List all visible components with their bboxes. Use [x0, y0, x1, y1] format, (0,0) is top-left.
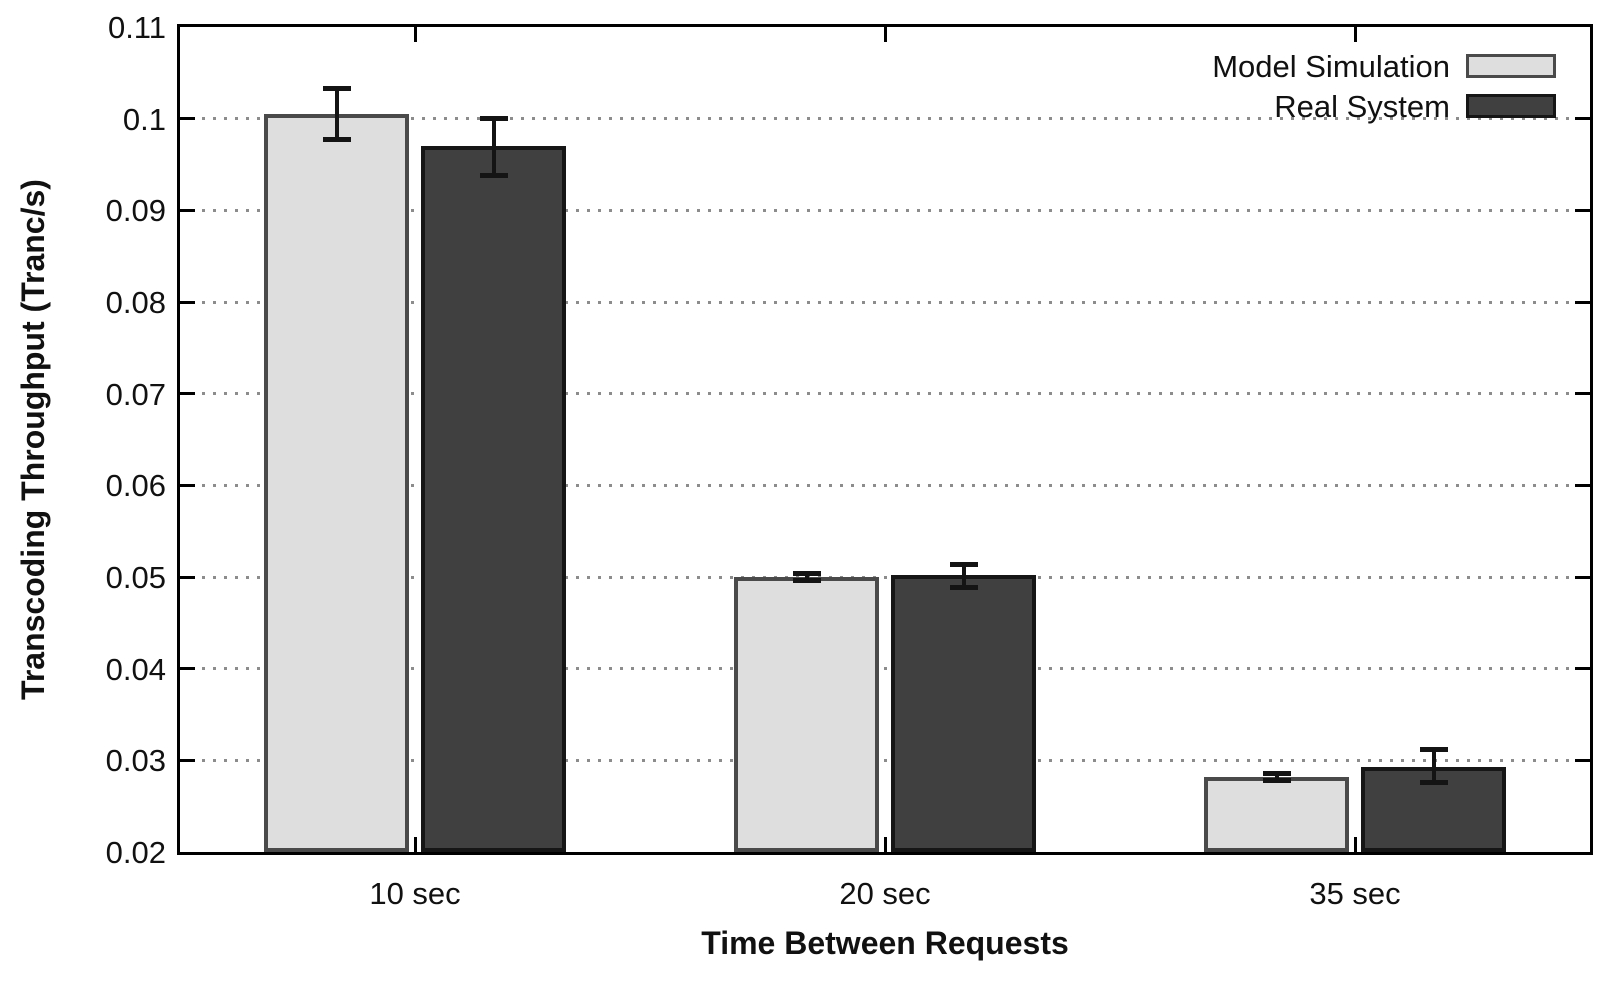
error-bar-real-system-20-sec-cap-top — [949, 562, 978, 568]
gridline — [180, 208, 1590, 212]
x-tick-top — [883, 27, 887, 42]
y-tick-label: 0.06 — [105, 468, 166, 504]
gridline — [180, 575, 1590, 579]
y-tick-label: 0.02 — [105, 835, 166, 870]
legend-label-model-simulation: Model Simulation — [1212, 48, 1450, 84]
y-tick-right — [1575, 667, 1590, 671]
y-tick-right — [1575, 575, 1590, 579]
x-tick-bottom — [883, 837, 887, 852]
error-bar-model-simulation-10-sec-cap-bottom — [322, 136, 351, 142]
error-bar-real-system-10-sec-cap-top — [479, 115, 508, 121]
y-tick-right — [1575, 208, 1590, 212]
bar-model-simulation-35-sec — [1204, 776, 1349, 852]
error-bar-model-simulation-35-sec-stem — [1274, 773, 1279, 781]
error-bar-model-simulation-10-sec-cap-top — [322, 86, 351, 92]
gridline — [180, 117, 1590, 121]
error-bar-real-system-10-sec-cap-bottom — [479, 172, 508, 178]
x-tick-label-35-sec: 35 sec — [1309, 876, 1401, 911]
error-bar-real-system-20-sec-cap-bottom — [949, 585, 978, 590]
gridline — [180, 667, 1590, 671]
y-tick-left — [180, 667, 195, 671]
x-tick-label-20-sec: 20 sec — [839, 876, 931, 911]
y-tick-left — [180, 208, 195, 212]
bar-model-simulation-20-sec — [734, 577, 879, 852]
error-bar-real-system-10-sec-stem — [491, 117, 496, 176]
plot-area — [177, 24, 1593, 855]
y-tick-label: 0.09 — [105, 193, 166, 229]
y-tick-right — [1575, 483, 1590, 487]
error-bar-model-simulation-20-sec-cap-bottom — [792, 577, 821, 583]
y-tick-left — [180, 758, 195, 762]
y-tick-right — [1575, 117, 1590, 121]
x-tick-label-10-sec: 10 sec — [369, 876, 461, 911]
x-tick-bottom — [413, 837, 417, 852]
bar-real-system-10-sec — [421, 146, 566, 852]
legend-key-model-simulation — [1466, 54, 1556, 78]
y-tick-left — [180, 575, 195, 579]
y-tick-label: 0.07 — [105, 376, 166, 412]
error-bar-model-simulation-20-sec-cap-top — [792, 571, 821, 577]
error-bar-model-simulation-20-sec-stem — [804, 573, 809, 581]
y-tick-label: 0.04 — [105, 651, 166, 687]
y-tick-right — [1575, 392, 1590, 396]
legend-label-real-system: Real System — [1274, 88, 1450, 124]
y-tick-left — [180, 483, 195, 487]
gridline — [180, 483, 1590, 487]
legend-row-model-simulation: Model Simulation — [1212, 46, 1556, 86]
y-tick-label: 0.05 — [105, 560, 166, 595]
gridline — [180, 392, 1590, 396]
y-tick-label: 0.1 — [122, 101, 166, 137]
y-tick-right — [1575, 758, 1590, 762]
bar-model-simulation-10-sec — [264, 114, 409, 852]
error-bar-model-simulation-35-sec-cap-bottom — [1262, 777, 1291, 783]
y-tick-left — [180, 392, 195, 396]
error-bar-real-system-35-sec-stem — [1431, 749, 1436, 784]
y-tick-label: 0.08 — [105, 285, 166, 320]
error-bar-real-system-35-sec-cap-bottom — [1419, 780, 1448, 786]
gridline — [180, 300, 1590, 304]
legend-row-real-system: Real System — [1212, 86, 1556, 126]
x-axis-title: Time Between Requests — [701, 925, 1069, 961]
legend: Model Simulation Real System — [1212, 46, 1556, 126]
bar-real-system-20-sec — [891, 575, 1036, 852]
y-tick-left — [180, 300, 195, 304]
y-tick-right — [1575, 300, 1590, 304]
error-bar-real-system-20-sec-stem — [961, 564, 966, 588]
y-tick-left — [180, 117, 195, 121]
y-tick-label: 0.11 — [107, 10, 166, 45]
legend-key-real-system — [1466, 94, 1556, 118]
y-axis-title: Transcoding Throughput (Tranc/s) — [15, 179, 51, 700]
error-bar-real-system-35-sec-cap-top — [1419, 747, 1448, 753]
gridline — [180, 758, 1590, 762]
error-bar-model-simulation-35-sec-cap-top — [1262, 771, 1291, 777]
error-bar-model-simulation-10-sec-stem — [334, 88, 339, 140]
y-tick-label: 0.03 — [105, 743, 166, 779]
x-tick-bottom — [1353, 837, 1357, 852]
x-tick-top — [413, 27, 417, 42]
x-tick-top — [1353, 27, 1357, 42]
